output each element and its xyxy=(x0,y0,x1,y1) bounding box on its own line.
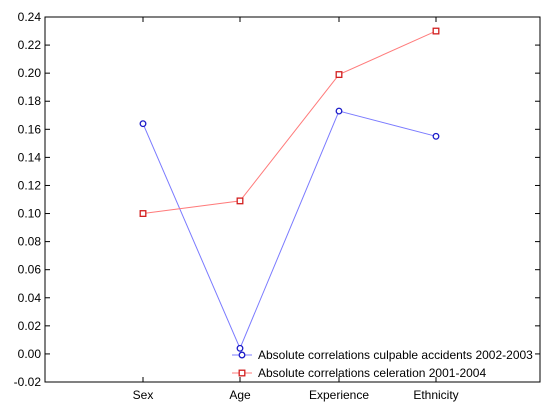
series-1-point xyxy=(335,107,343,115)
series-2-point xyxy=(236,197,244,205)
y-tick-label: -0.02 xyxy=(14,375,42,389)
series-line-1 xyxy=(142,110,437,350)
y-tick-label: 0.24 xyxy=(18,10,42,24)
x-tick-label: Age xyxy=(229,388,251,402)
y-tick-label: 0.14 xyxy=(18,150,42,164)
y-tick-label: 0.04 xyxy=(18,291,42,305)
x-tick-label: Experience xyxy=(309,388,369,402)
x-tick-label: Sex xyxy=(133,388,154,402)
x-tick-label: Ethnicity xyxy=(413,388,458,402)
y-tick-label: 0.00 xyxy=(18,347,42,361)
y-tick-label: 0.08 xyxy=(18,235,42,249)
series-1-point xyxy=(236,344,244,352)
plot-frame xyxy=(44,16,541,383)
y-tick-label: 0.20 xyxy=(18,66,42,80)
y-tick-label: 0.06 xyxy=(18,263,42,277)
y-tick-label: 0.16 xyxy=(18,122,42,136)
series-1-point xyxy=(432,132,440,140)
series-2-point xyxy=(139,210,147,217)
series-line-2 xyxy=(142,30,437,215)
y-tick-label: 0.12 xyxy=(18,178,42,192)
y-tick-label: 0.10 xyxy=(18,207,42,221)
y-tick-label: 0.02 xyxy=(18,319,42,333)
legend-marker-1 xyxy=(238,351,246,359)
series-1-point xyxy=(139,120,147,128)
y-tick-label: 0.22 xyxy=(18,38,42,52)
series-2-point xyxy=(432,27,440,35)
legend-label-2: Absolute correlations celeration 2001-20… xyxy=(258,366,486,380)
series-2-point xyxy=(335,71,343,79)
legend-marker-2 xyxy=(238,369,246,377)
legend-label-1: Absolute correlations culpable accidents… xyxy=(258,348,533,362)
y-tick-label: 0.18 xyxy=(18,94,42,108)
